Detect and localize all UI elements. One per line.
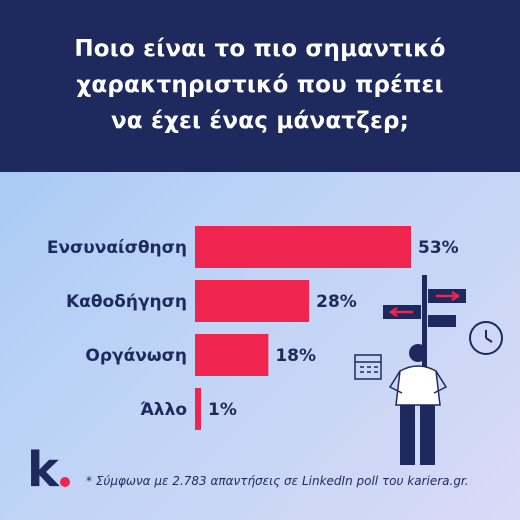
title-line-3: να έχει ένας μάνατζερ;	[110, 108, 410, 134]
bar-1	[195, 226, 411, 268]
value-label-2: 28%	[316, 292, 357, 312]
category-label-3: Οργάνωση	[85, 346, 187, 366]
person-figure	[388, 344, 448, 465]
clock-icon	[469, 321, 503, 355]
manager-signpost-illustration	[354, 275, 503, 465]
title-line-2: χαρακτηριστικό που πρέπει	[76, 72, 444, 98]
category-label-4: Άλλο	[140, 400, 187, 420]
value-label-4: 1%	[208, 400, 237, 420]
value-label-1: 53%	[418, 238, 459, 258]
header-banner: Ποιο είναι το πιο σημαντικό χαρακτηριστι…	[0, 0, 520, 172]
bar-2	[195, 280, 310, 322]
sign-right-bottom	[428, 315, 456, 327]
footnote: * Σύμφωνα με 2.783 απαντήσεις σε LinkedI…	[86, 474, 469, 488]
calendar-icon	[354, 354, 382, 380]
category-label-1: Ενσυναίσθηση	[47, 238, 187, 258]
bar-3	[195, 334, 269, 376]
svg-text:k: k	[27, 446, 60, 492]
category-label-2: Καθοδήγηση	[66, 292, 187, 312]
value-label-3: 18%	[275, 346, 316, 366]
kariera-logo: k	[27, 442, 77, 498]
bar-4	[195, 388, 201, 430]
title-line-1: Ποιο είναι το πιο σημαντικό	[74, 36, 446, 62]
